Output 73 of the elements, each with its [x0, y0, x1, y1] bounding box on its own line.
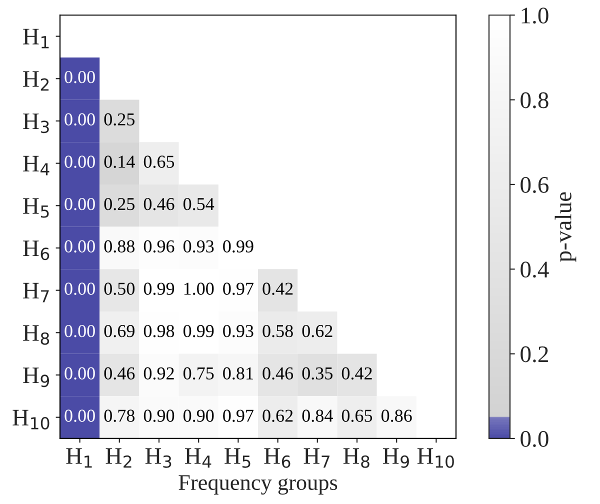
x-tick-label: H$_{9}$	[382, 448, 409, 468]
data-label: 0.84	[302, 410, 333, 422]
x-tick-label: H$_{8}$	[343, 448, 370, 468]
data-label: 0.96	[144, 240, 174, 253]
x-tick-label: H$_{4}$	[184, 448, 212, 468]
data-label: 0.81	[223, 367, 253, 380]
data-label: 0.35	[302, 367, 332, 380]
x-tick-label: H$_{5}$	[224, 448, 250, 468]
data-label: 0.00	[64, 156, 95, 168]
y-tick-label: H$_{8}$	[23, 325, 50, 345]
x-tick-label: H$_{2}$	[106, 448, 132, 468]
data-label: 0.93	[223, 324, 254, 338]
data-label: 0.00	[64, 198, 95, 210]
data-label: 0.62	[262, 410, 293, 422]
data-label: 0.86	[381, 410, 412, 422]
data-label: 0.00	[64, 113, 95, 126]
data-label: 0.25	[104, 198, 134, 210]
color-bar-label: 0.6	[520, 176, 549, 193]
data-label: 0.00	[64, 282, 95, 295]
data-label: 0.62	[302, 324, 332, 338]
data-label: 0.65	[144, 156, 174, 168]
y-tick-label: H$_{1}$	[23, 28, 49, 48]
data-label: 0.46	[144, 198, 174, 210]
color-bar-label: 0.0	[520, 430, 548, 448]
y-tick-label: H$_{9}$	[23, 368, 50, 388]
color-bar-label: 0.2	[520, 346, 548, 362]
y-tick-label: H$_{10}$	[12, 410, 50, 430]
data-label: 0.78	[104, 410, 135, 422]
x-tick-label: H$_{1}$	[66, 448, 92, 468]
color-bar-label: 0.8	[520, 92, 548, 108]
x-tick-label: H$_{3}$	[145, 448, 172, 468]
data-label: 0.65	[342, 410, 372, 422]
data-label: 0.50	[104, 282, 135, 295]
y-tick-label: H$_{6}$	[23, 240, 50, 260]
data-label: 0.99	[144, 282, 174, 295]
data-label: 0.93	[183, 240, 214, 253]
data-label: 0.00	[64, 70, 95, 84]
color-bar-label: 0.4	[520, 262, 549, 278]
data-label: 0.69	[104, 324, 134, 338]
data-label: 0.99	[223, 240, 254, 253]
data-label: 0.00	[64, 240, 95, 253]
data-label: 0.97	[223, 282, 254, 295]
data-label: 0.00	[64, 324, 95, 338]
data-label: 0.92	[144, 367, 174, 380]
x-axis-title: Frequency groups	[178, 475, 338, 495]
y-tick-label: H$_{2}$	[23, 71, 49, 91]
data-label: 0.25	[104, 113, 134, 126]
data-label: 0.14	[104, 156, 135, 168]
data-label: 0.98	[144, 324, 174, 338]
color-bar-title: p-value	[554, 192, 576, 262]
data-label: 0.46	[262, 367, 294, 380]
y-tick-label: H$_{5}$	[23, 198, 49, 218]
data-label: 0.00	[64, 410, 95, 422]
data-label: 0.88	[104, 240, 135, 253]
data-label: 0.00	[64, 367, 95, 380]
color-bar-label: 1.0	[522, 8, 548, 24]
data-label: 0.42	[262, 282, 293, 295]
y-tick-label: H$_{4}$	[23, 156, 50, 176]
data-label: 0.42	[342, 367, 372, 380]
x-tick-label: H$_{10}$	[417, 448, 454, 468]
data-label: 0.99	[183, 324, 214, 338]
y-tick-label: H$_{3}$	[23, 114, 49, 134]
y-tick-label: H$_{7}$	[23, 282, 49, 302]
data-label: 0.75	[183, 367, 214, 380]
x-tick-label: H$_{7}$	[304, 448, 330, 468]
data-label: 0.46	[104, 367, 135, 380]
x-tick-label: H$_{6}$	[264, 448, 290, 468]
data-label: 0.90	[183, 410, 214, 422]
data-label: 0.97	[223, 410, 254, 422]
data-label: 0.54	[183, 198, 214, 210]
data-label: 0.58	[262, 324, 293, 338]
data-label: 0.90	[144, 410, 174, 422]
data-label: 1.00	[184, 282, 214, 295]
